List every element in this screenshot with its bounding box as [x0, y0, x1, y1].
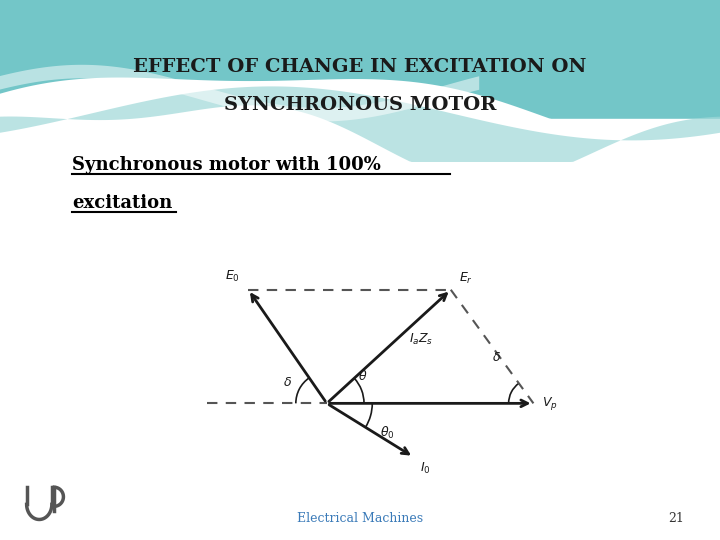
- Text: $\delta$: $\delta$: [283, 376, 292, 389]
- Text: $E_0$: $E_0$: [225, 268, 240, 284]
- Text: $I_0$: $I_0$: [420, 461, 431, 476]
- Text: $E_r$: $E_r$: [459, 271, 473, 286]
- Text: Synchronous motor with 100%: Synchronous motor with 100%: [72, 156, 381, 174]
- Text: excitation: excitation: [72, 193, 172, 212]
- Polygon shape: [0, 86, 720, 162]
- Text: 21: 21: [668, 512, 684, 525]
- Text: $\theta_0$: $\theta_0$: [380, 425, 395, 441]
- Text: $V_p$: $V_p$: [541, 395, 557, 412]
- Text: Electrical Machines: Electrical Machines: [297, 512, 423, 525]
- Text: $\theta$: $\theta$: [359, 369, 368, 383]
- Polygon shape: [0, 0, 720, 119]
- Text: SYNCHRONOUS MOTOR: SYNCHRONOUS MOTOR: [224, 96, 496, 114]
- Text: EFFECT OF CHANGE IN EXCITATION ON: EFFECT OF CHANGE IN EXCITATION ON: [133, 58, 587, 77]
- Polygon shape: [0, 65, 480, 122]
- Text: $\delta$: $\delta$: [492, 351, 501, 364]
- Text: $I_aZ_s$: $I_aZ_s$: [409, 332, 433, 347]
